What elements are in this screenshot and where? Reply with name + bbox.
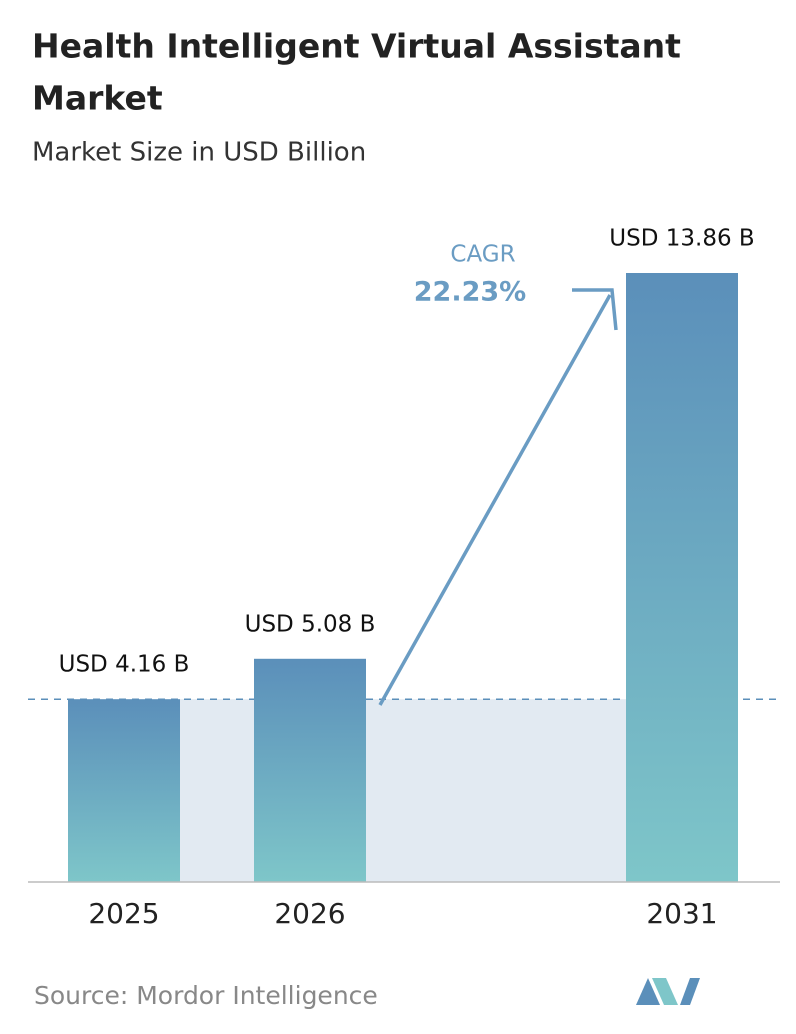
- cagr-arrow: [378, 294, 612, 706]
- chart-title: Health Intelligent Virtual Assistant: [32, 27, 681, 66]
- value-label: USD 4.16 B: [59, 652, 190, 678]
- chart-title: Market: [32, 79, 163, 118]
- source: Source: Mordor Intelligence: [34, 981, 378, 1010]
- x-tick-label: 2026: [274, 897, 345, 930]
- value-label: USD 13.86 B: [609, 226, 754, 252]
- bar: [68, 699, 180, 882]
- bar: [254, 658, 366, 882]
- chart-subtitle: Market Size in USD Billion: [32, 138, 366, 168]
- cagr-label: CAGR: [450, 242, 515, 268]
- x-tick-label: 2025: [88, 897, 159, 930]
- x-tick-label: 2031: [646, 897, 717, 930]
- cagr-arrow-head: [572, 288, 618, 331]
- cagr-value: 22.23%: [414, 277, 526, 308]
- bar: [626, 273, 738, 882]
- logo: [636, 978, 700, 1005]
- value-label: USD 5.08 B: [245, 611, 376, 637]
